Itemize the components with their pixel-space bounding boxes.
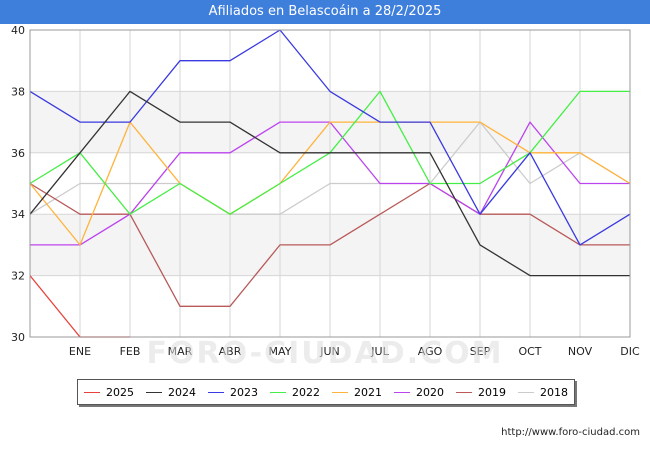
- legend-swatch: [84, 391, 100, 393]
- x-tick-label: OCT: [518, 345, 541, 358]
- legend-item-2019: 2019: [456, 386, 506, 399]
- legend-label: 2023: [230, 385, 258, 399]
- watermark: FORO-CIUDAD.COM: [146, 336, 504, 371]
- legend-label: 2020: [416, 385, 444, 399]
- x-tick-label: SEP: [470, 345, 491, 358]
- legend-item-2023: 2023: [208, 386, 258, 399]
- y-tick-label: 36: [11, 147, 25, 160]
- legend-item-2021: 2021: [332, 386, 382, 399]
- source-url: http://www.foro-ciudad.com: [501, 427, 640, 438]
- legend-label: 2025: [106, 385, 134, 399]
- legend-label: 2022: [292, 385, 320, 399]
- legend-item-2020: 2020: [394, 386, 444, 399]
- y-tick-label: 30: [11, 331, 25, 344]
- legend-label: 2021: [354, 385, 382, 399]
- chart-title: Afiliados en Belascoáin a 28/2/2025: [0, 0, 650, 24]
- series-line-2023: [29, 29, 631, 246]
- x-tick-label: NOV: [568, 345, 593, 358]
- legend-swatch: [146, 391, 162, 393]
- x-tick-label: MAR: [168, 345, 193, 358]
- x-tick-label: ENE: [69, 345, 91, 358]
- legend-swatch: [208, 391, 224, 393]
- chart-legend: 2025 2024 2023 2022 2021 2020 2019 2018: [77, 379, 575, 405]
- y-tick-label: 40: [11, 24, 25, 37]
- x-tick-label: JUL: [370, 345, 389, 358]
- legend-swatch: [270, 391, 286, 393]
- y-tick-label: 34: [11, 208, 25, 221]
- x-tick-label: DIC: [620, 345, 640, 358]
- legend-item-2022: 2022: [270, 386, 320, 399]
- series-line-2018: [29, 121, 631, 215]
- y-tick-label: 38: [11, 85, 25, 98]
- legend-label: 2024: [168, 385, 196, 399]
- legend-swatch: [332, 391, 348, 393]
- legend-item-2024: 2024: [146, 386, 196, 399]
- legend-item-2018: 2018: [518, 386, 568, 399]
- plot-border: [29, 29, 631, 338]
- x-tick-label: AGO: [418, 345, 443, 358]
- series-line-2024: [29, 90, 630, 277]
- legend-item-2025: 2025: [84, 386, 134, 399]
- x-tick-label: FEB: [120, 345, 141, 358]
- x-tick-label: ABR: [219, 345, 242, 358]
- y-tick-label: 32: [11, 270, 25, 283]
- x-tick-label: MAY: [269, 345, 292, 358]
- x-tick-label: JUN: [319, 345, 340, 358]
- legend-swatch: [518, 391, 534, 393]
- legend-label: 2019: [478, 385, 506, 399]
- legend-label: 2018: [540, 385, 568, 399]
- legend-swatch: [456, 391, 472, 393]
- legend-swatch: [394, 391, 410, 393]
